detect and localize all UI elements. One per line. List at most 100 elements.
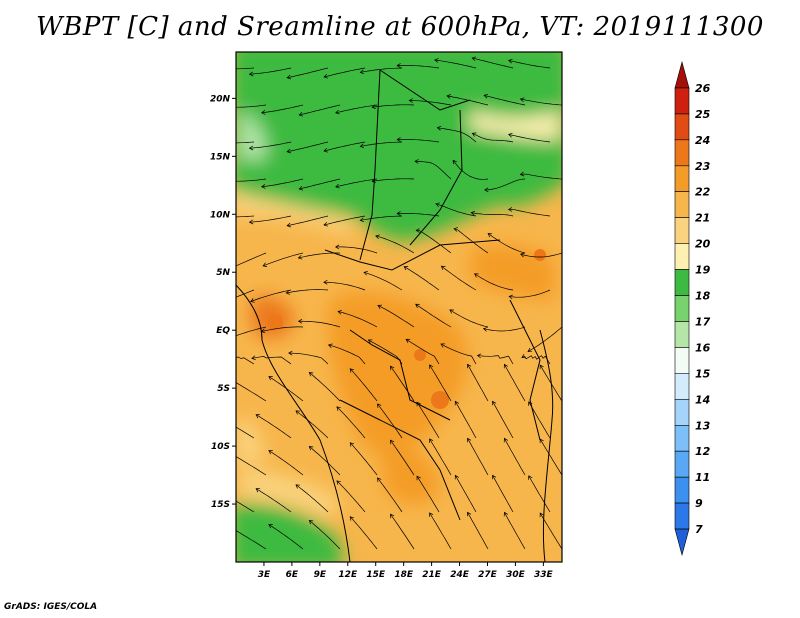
colorbar-segment	[674, 139, 690, 167]
y-tick-label: 5N	[216, 268, 230, 278]
colorbar-label: 22	[695, 186, 711, 199]
streamline-arrow	[335, 183, 340, 189]
streamline	[236, 356, 255, 365]
streamline-arrow	[250, 298, 255, 303]
colorbar-segment	[674, 217, 690, 244]
streamline	[504, 364, 526, 402]
streamline	[454, 401, 477, 439]
streamline-arrow	[377, 403, 382, 408]
streamline-arrow	[286, 74, 292, 80]
streamline-arrow	[230, 453, 234, 457]
streamline-arrow	[261, 110, 266, 115]
streamline	[520, 173, 562, 180]
streamline	[372, 178, 415, 182]
x-tick-label: 30E	[506, 570, 526, 580]
streamline	[288, 352, 329, 365]
colorbar-label: 12	[695, 445, 711, 458]
colorbar-segment	[674, 399, 690, 426]
colorbar-segment	[674, 373, 690, 400]
colorbar-label: 24	[695, 134, 710, 147]
streamline	[287, 67, 329, 79]
colorbar-label: 19	[695, 264, 711, 277]
streamline	[429, 512, 452, 550]
streamline-arrow	[323, 279, 328, 285]
streamline	[250, 289, 292, 302]
streamline	[360, 67, 403, 73]
streamline-arrow	[215, 303, 219, 307]
streamline	[298, 320, 341, 328]
streamline	[286, 289, 329, 294]
streamline	[236, 426, 255, 439]
streamline	[323, 141, 366, 152]
colorbar-label: 9	[695, 497, 703, 510]
colorbar-label: 15	[695, 367, 711, 380]
streamline	[405, 339, 440, 365]
x-tick-label: 3E	[258, 570, 271, 580]
colorbar-segment	[674, 476, 690, 504]
streamline	[262, 252, 304, 267]
field-yellow-east	[470, 110, 560, 140]
streamline-arrow	[520, 252, 525, 258]
colorbar-segment	[674, 243, 690, 270]
streamline-arrow	[405, 338, 411, 343]
streamline	[397, 65, 440, 69]
colorbar-segment	[674, 191, 690, 218]
streamline-arrow	[434, 58, 439, 63]
streamline-arrow	[482, 327, 488, 332]
streamline-arrow	[335, 244, 340, 250]
streamline-arrow	[389, 439, 395, 445]
streamline-arrow	[467, 511, 472, 517]
streamline-arrow	[323, 73, 328, 79]
y-axis: 20N 15N 10N 5N EQ 5S 10S 15S	[210, 94, 236, 510]
colorbar-segment	[674, 113, 690, 141]
streamline	[299, 178, 341, 190]
streamline-arrow	[218, 416, 222, 420]
streamline-arrow	[349, 516, 355, 521]
y-tick-label: 20N	[210, 94, 231, 104]
streamline-arrow	[212, 140, 216, 144]
streamline	[349, 516, 378, 550]
coastlines-borders	[236, 69, 554, 562]
streamline	[375, 235, 415, 254]
colorbar-label: 13	[695, 419, 711, 432]
y-tick-label: 5S	[217, 384, 230, 394]
streamline	[528, 475, 551, 513]
y-tick-label: 10N	[210, 210, 231, 220]
streamline	[335, 104, 378, 114]
streamline	[251, 356, 292, 365]
streamline	[467, 364, 489, 402]
colorbar-segment	[674, 295, 690, 322]
streamline	[255, 414, 292, 439]
streamline	[261, 326, 304, 332]
streamline	[508, 209, 551, 217]
y-tick-label: 10S	[211, 442, 230, 452]
field-core-center	[327, 291, 469, 455]
streamline-arrow	[508, 294, 513, 300]
streamline	[390, 513, 415, 550]
streamline-arrow	[436, 125, 442, 131]
streamline	[454, 475, 477, 513]
streamline	[483, 326, 526, 332]
coastline-east	[539, 329, 554, 562]
streamline-arrow	[367, 339, 373, 344]
streamline-arrow	[359, 69, 365, 75]
border-line-4	[324, 239, 501, 271]
streamline-arrow	[359, 143, 365, 149]
streamline-arrow	[308, 445, 314, 451]
hotspot-2	[431, 391, 449, 409]
streamline-arrow	[507, 207, 513, 212]
streamline	[467, 512, 489, 550]
streamline-arrow	[415, 228, 420, 233]
streamline-arrow	[226, 336, 230, 340]
streamline	[416, 229, 452, 254]
streamline	[236, 141, 255, 144]
colorbar-label: 7	[695, 523, 703, 536]
streamline-arrow	[408, 98, 413, 103]
streamline-arrow	[371, 104, 376, 110]
streamline	[249, 141, 292, 149]
streamline-arrow	[446, 94, 451, 99]
colorbar-label: 11	[695, 471, 710, 484]
streamline	[349, 442, 378, 476]
streamline	[403, 266, 440, 291]
